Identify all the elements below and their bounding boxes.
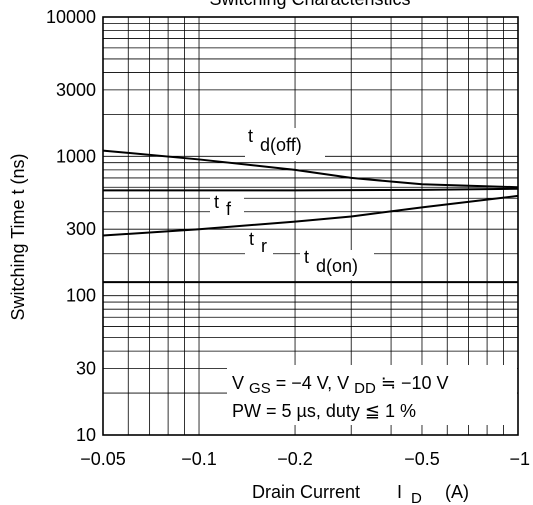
x-axis-symbol-sub: D: [411, 490, 422, 505]
y-tick-label: 10000: [46, 7, 96, 27]
x-axis-symbol: I D: [397, 482, 422, 505]
condition-sub-dd: DD: [354, 380, 376, 397]
x-tick-label: −0.05: [80, 449, 126, 469]
series-lines: [102, 149, 519, 284]
chart-title: Switching Characteristics: [209, 0, 410, 9]
series-line-3: [102, 194, 519, 237]
x-axis-unit: (A): [445, 482, 469, 502]
label-tr: t r: [249, 229, 267, 256]
y-tick-label: 300: [66, 219, 96, 239]
label-td-off: t d(off): [248, 126, 302, 155]
x-tick-labels: −0.05 −0.1 −0.2 −0.5 −1: [80, 449, 530, 469]
condition-mid: = −4 V, V: [276, 373, 349, 393]
series-line-2: [103, 187, 519, 192]
y-tick-label: 30: [76, 359, 96, 379]
test-conditions: V GS = −4 V, V DD ≒ −10 V PW = 5 µs, dut…: [227, 365, 517, 425]
series-line-1: [102, 149, 519, 189]
y-tick-label: 1000: [56, 146, 96, 166]
x-axis-label-text: Drain Current: [252, 482, 360, 502]
x-tick-label: −0.2: [277, 449, 313, 469]
x-axis-label: Drain Current: [252, 482, 360, 502]
curve-labels: t d(off) t f t r t d(on): [210, 126, 374, 280]
label-td-on: t d(on): [304, 247, 358, 276]
label-td-off-main: t: [248, 126, 253, 146]
x-tick-label: −0.1: [181, 449, 217, 469]
label-tf-main: t: [214, 192, 219, 212]
label-td-off-sub: d(off): [260, 135, 302, 155]
x-tick-label: −1: [509, 449, 530, 469]
y-axis-label: Switching Time t (ns): [8, 153, 28, 320]
y-tick-label: 3000: [56, 80, 96, 100]
label-tf: t f: [214, 192, 232, 219]
condition-line-2: PW = 5 µs, duty ≦ 1 %: [232, 401, 416, 421]
condition-line-1: V GS = −4 V, V DD ≒ −10 V: [232, 373, 448, 397]
x-tick-label: −0.5: [404, 449, 440, 469]
y-tick-labels: 10 30 100 300 1000 3000 10000: [46, 7, 96, 445]
y-tick-label: 100: [66, 286, 96, 306]
plot-frame: [102, 16, 519, 436]
condition-sub-gs: GS: [249, 380, 271, 397]
x-axis-symbol-i: I: [397, 482, 402, 502]
condition-v: V: [232, 373, 244, 393]
label-tr-sub: r: [261, 236, 267, 256]
label-tr-main: t: [249, 229, 254, 249]
label-td-on-sub: d(on): [316, 256, 358, 276]
label-tf-sub: f: [226, 199, 232, 219]
condition-end: ≒ −10 V: [381, 373, 449, 393]
label-td-on-main: t: [304, 247, 309, 267]
y-tick-label: 10: [76, 425, 96, 445]
